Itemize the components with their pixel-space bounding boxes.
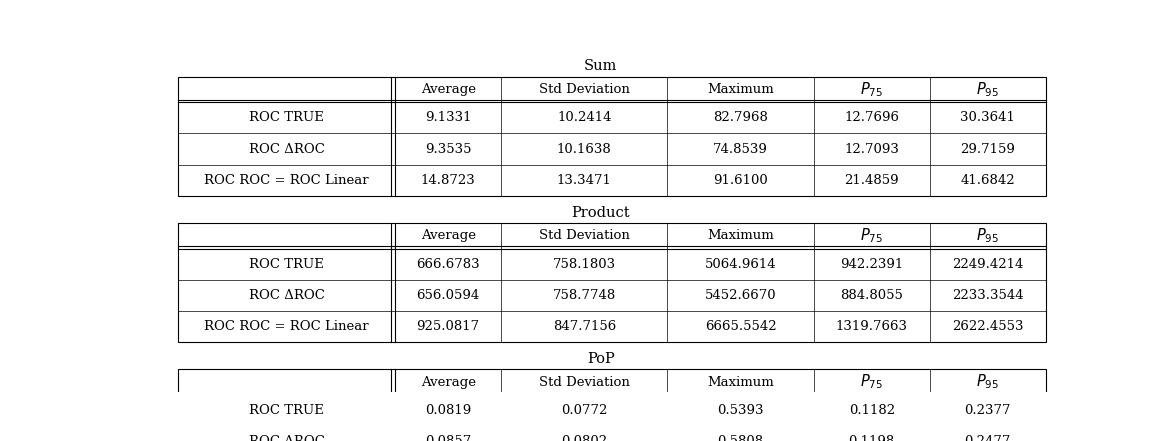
Text: 925.0817: 925.0817 [416, 320, 479, 333]
Text: 5064.9614: 5064.9614 [704, 258, 776, 271]
Text: 0.0802: 0.0802 [561, 435, 607, 441]
Text: $\mathit{P}_{75}$: $\mathit{P}_{75}$ [860, 226, 884, 245]
Text: 847.7156: 847.7156 [553, 320, 616, 333]
Text: ROC ROC = ROC Linear: ROC ROC = ROC Linear [204, 174, 369, 187]
Text: 9.3535: 9.3535 [425, 142, 471, 156]
Text: $\mathit{P}_{95}$: $\mathit{P}_{95}$ [976, 226, 1000, 245]
Text: 0.0819: 0.0819 [425, 404, 471, 417]
Text: Maximum: Maximum [707, 83, 774, 96]
Text: 30.3641: 30.3641 [960, 111, 1015, 124]
Text: Sum: Sum [584, 60, 618, 73]
Text: ROC TRUE: ROC TRUE [250, 404, 325, 417]
Text: Average: Average [421, 376, 476, 389]
Text: 0.2477: 0.2477 [965, 435, 1011, 441]
Text: 14.8723: 14.8723 [421, 174, 476, 187]
Text: Std Deviation: Std Deviation [539, 83, 629, 96]
Text: 82.7968: 82.7968 [714, 111, 768, 124]
Text: 758.7748: 758.7748 [553, 289, 616, 302]
Text: 41.6842: 41.6842 [960, 174, 1015, 187]
Text: 0.2377: 0.2377 [965, 404, 1011, 417]
Text: 12.7696: 12.7696 [844, 111, 899, 124]
Text: 666.6783: 666.6783 [416, 258, 479, 271]
Text: 9.1331: 9.1331 [425, 111, 471, 124]
Text: $\mathit{P}_{95}$: $\mathit{P}_{95}$ [976, 373, 1000, 392]
Text: ROC ΔROC: ROC ΔROC [248, 435, 325, 441]
Text: 12.7093: 12.7093 [844, 142, 899, 156]
Text: 91.6100: 91.6100 [714, 174, 768, 187]
Text: 10.1638: 10.1638 [557, 142, 612, 156]
Text: $\mathit{P}_{75}$: $\mathit{P}_{75}$ [860, 373, 884, 392]
Text: 74.8539: 74.8539 [714, 142, 768, 156]
Text: 2249.4214: 2249.4214 [952, 258, 1023, 271]
Text: Std Deviation: Std Deviation [539, 376, 629, 389]
Text: 656.0594: 656.0594 [416, 289, 479, 302]
Text: Maximum: Maximum [707, 229, 774, 242]
Text: ROC ROC = ROC Linear: ROC ROC = ROC Linear [204, 320, 369, 333]
Text: 0.0857: 0.0857 [425, 435, 471, 441]
Text: ROC ΔROC: ROC ΔROC [248, 142, 325, 156]
Text: 0.5393: 0.5393 [717, 404, 764, 417]
Text: $\mathit{P}_{75}$: $\mathit{P}_{75}$ [860, 80, 884, 99]
Bar [178, 370, 1045, 441]
Text: Average: Average [421, 229, 476, 242]
Text: Std Deviation: Std Deviation [539, 229, 629, 242]
Text: Product: Product [571, 206, 631, 220]
Text: 942.2391: 942.2391 [840, 258, 904, 271]
Text: 0.1182: 0.1182 [849, 404, 894, 417]
Text: 10.2414: 10.2414 [557, 111, 612, 124]
Text: 0.1198: 0.1198 [849, 435, 895, 441]
Text: 29.7159: 29.7159 [960, 142, 1015, 156]
Text: $\mathit{P}_{95}$: $\mathit{P}_{95}$ [976, 80, 1000, 99]
Text: 2622.4553: 2622.4553 [952, 320, 1023, 333]
Text: 6665.5542: 6665.5542 [704, 320, 776, 333]
Text: 884.8055: 884.8055 [840, 289, 904, 302]
Text: 21.4859: 21.4859 [844, 174, 899, 187]
Text: 5452.6670: 5452.6670 [704, 289, 776, 302]
Text: ROC TRUE: ROC TRUE [250, 258, 325, 271]
Text: 13.3471: 13.3471 [557, 174, 612, 187]
Text: ROC TRUE: ROC TRUE [250, 111, 325, 124]
Text: 0.5808: 0.5808 [717, 435, 764, 441]
Text: ROC ΔROC: ROC ΔROC [248, 289, 325, 302]
Text: 0.0772: 0.0772 [561, 404, 607, 417]
Text: Maximum: Maximum [707, 376, 774, 389]
Bar [178, 77, 1045, 196]
Bar [178, 223, 1045, 342]
Text: PoP: PoP [587, 352, 614, 366]
Text: Average: Average [421, 83, 476, 96]
Text: 758.1803: 758.1803 [553, 258, 615, 271]
Text: 2233.3544: 2233.3544 [952, 289, 1023, 302]
Text: 1319.7663: 1319.7663 [836, 320, 908, 333]
